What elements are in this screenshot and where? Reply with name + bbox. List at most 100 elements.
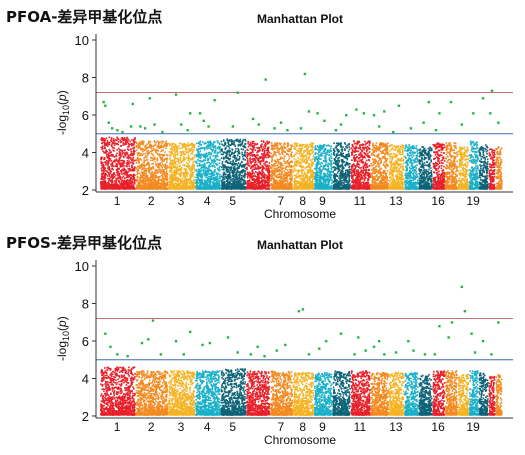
point <box>207 158 210 161</box>
point <box>268 162 271 164</box>
point <box>184 179 187 181</box>
point <box>201 179 203 181</box>
point <box>126 172 128 175</box>
point <box>198 160 201 162</box>
point <box>221 184 223 186</box>
point <box>133 159 135 162</box>
point <box>173 158 176 161</box>
point <box>211 187 214 190</box>
point <box>108 175 111 178</box>
point <box>134 159 136 162</box>
point <box>100 181 102 184</box>
point <box>140 159 143 161</box>
point <box>182 173 185 175</box>
point <box>173 147 176 150</box>
point <box>278 166 281 168</box>
point <box>145 148 148 151</box>
point <box>203 142 206 145</box>
point <box>186 187 188 190</box>
point <box>240 144 242 146</box>
point <box>141 148 144 150</box>
point <box>207 185 210 187</box>
point <box>268 181 270 184</box>
point <box>264 175 266 178</box>
point <box>289 177 292 179</box>
point <box>154 158 156 160</box>
point <box>117 167 119 170</box>
point <box>236 164 239 167</box>
point <box>131 152 133 155</box>
point <box>159 154 161 157</box>
point <box>171 159 174 162</box>
point <box>290 170 293 173</box>
point <box>166 177 169 180</box>
point <box>204 181 206 183</box>
point <box>144 175 147 178</box>
point <box>218 159 220 161</box>
point <box>175 147 178 149</box>
point <box>252 154 255 156</box>
point <box>109 187 112 189</box>
point <box>206 183 209 186</box>
point <box>262 155 265 157</box>
point <box>227 142 229 144</box>
point <box>110 153 113 156</box>
point <box>242 158 245 161</box>
point <box>104 185 106 188</box>
point <box>259 171 262 174</box>
point <box>106 162 109 164</box>
point <box>228 151 231 154</box>
point <box>258 187 261 190</box>
point <box>159 182 162 184</box>
point <box>250 175 253 178</box>
point <box>143 177 145 180</box>
point <box>163 185 165 187</box>
point <box>267 171 269 173</box>
point <box>257 150 260 153</box>
point <box>120 140 123 143</box>
point <box>189 180 192 183</box>
point <box>112 154 114 156</box>
point <box>181 179 183 181</box>
point <box>284 150 286 153</box>
point <box>260 145 263 148</box>
point <box>195 182 198 185</box>
point <box>154 173 157 175</box>
point <box>258 150 260 152</box>
point <box>187 179 190 182</box>
point <box>129 182 132 185</box>
point <box>222 174 225 176</box>
point <box>184 145 187 148</box>
point <box>100 168 103 170</box>
point <box>214 177 217 180</box>
point <box>144 146 146 148</box>
point <box>117 138 120 141</box>
point <box>256 163 258 166</box>
point <box>201 164 204 166</box>
point <box>221 168 224 171</box>
point <box>170 161 172 163</box>
point <box>168 142 171 145</box>
point <box>193 160 196 163</box>
point <box>165 178 168 180</box>
point <box>237 165 240 168</box>
chart-title: Manhattan Plot <box>257 12 343 26</box>
point <box>218 142 221 145</box>
point <box>290 161 292 164</box>
point <box>142 142 144 145</box>
point <box>236 187 238 190</box>
point <box>156 183 159 185</box>
point <box>145 173 148 175</box>
point <box>275 184 278 187</box>
point <box>137 159 140 162</box>
point <box>265 181 268 184</box>
point <box>209 152 212 154</box>
point <box>212 142 214 145</box>
point <box>268 155 271 158</box>
point <box>183 168 186 170</box>
point <box>142 173 144 175</box>
point <box>150 157 153 159</box>
point <box>197 142 200 145</box>
point <box>116 168 119 171</box>
point <box>214 157 217 159</box>
